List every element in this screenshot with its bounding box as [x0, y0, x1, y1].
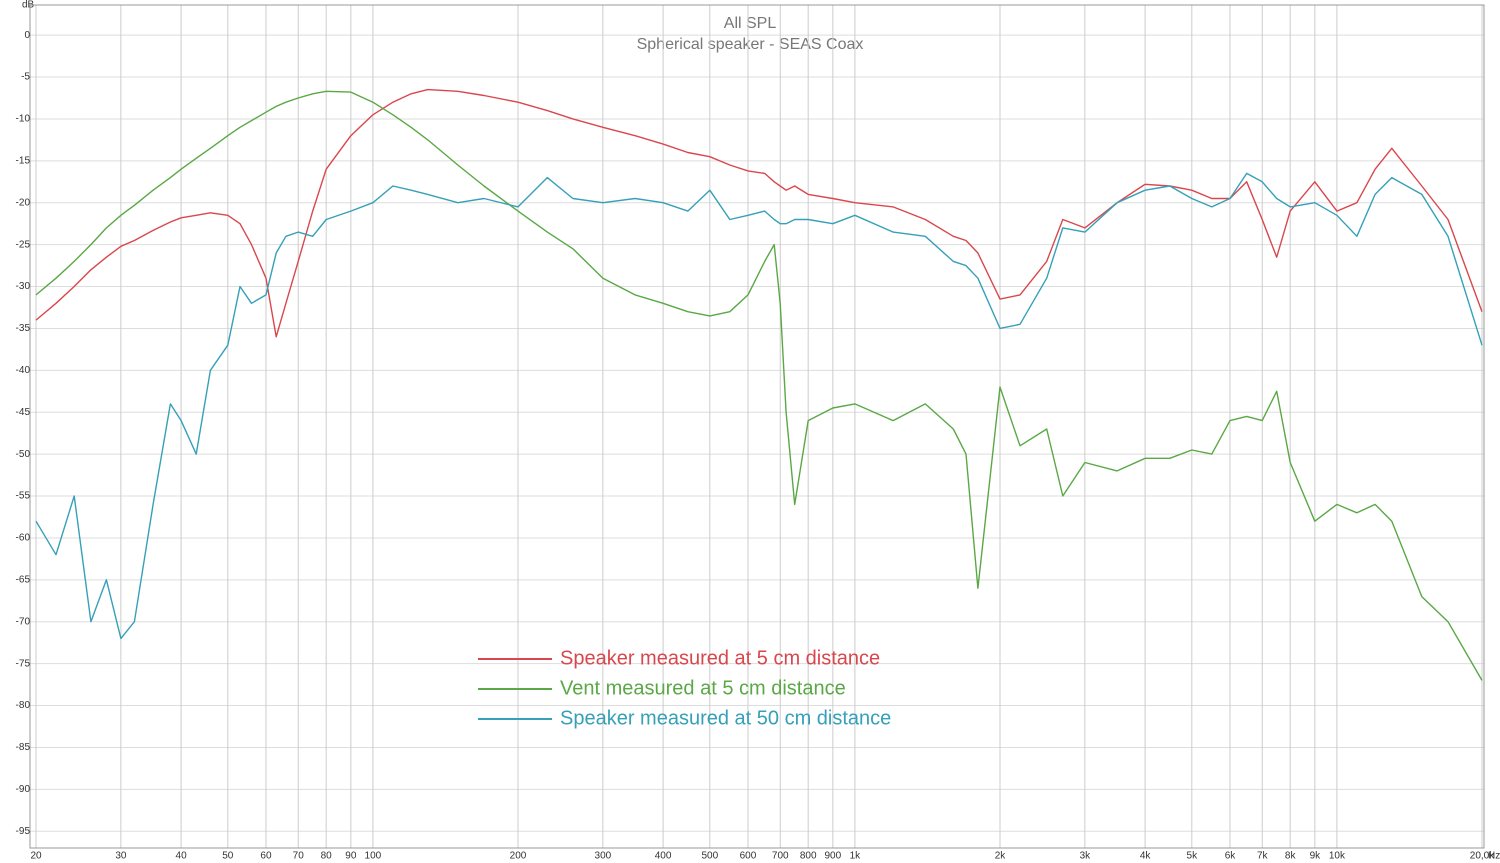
x-tick-label: 200	[510, 851, 527, 862]
y-tick-label: 0	[24, 30, 30, 41]
plot-frame	[29, 4, 1485, 849]
x-tick-label: 900	[825, 851, 842, 862]
series-line	[35, 172, 1483, 640]
x-tick-label: 5k	[1187, 851, 1199, 862]
x-tick-label: 60	[260, 851, 272, 862]
x-tick-label: 30	[115, 851, 127, 862]
series-line	[35, 88, 1483, 338]
x-tick-label: 70	[293, 851, 305, 862]
y-tick-label: -50	[16, 449, 31, 460]
y-tick-label: -25	[16, 239, 31, 250]
y-tick-label: -30	[16, 281, 31, 292]
legend-text: Speaker measured at 5 cm distance	[560, 647, 880, 669]
x-tick-label: 50	[222, 851, 234, 862]
series-line	[35, 90, 1483, 681]
x-tick-label: 400	[655, 851, 672, 862]
chart-title: All SPL	[724, 15, 777, 32]
x-tick-label: 10k	[1329, 851, 1346, 862]
x-tick-label: 700	[772, 851, 789, 862]
y-tick-label: -10	[16, 114, 31, 125]
x-axis-label: Hz	[1488, 851, 1500, 862]
y-tick-label: -95	[16, 826, 31, 837]
y-tick-label: -90	[16, 784, 31, 795]
y-tick-label: -80	[16, 700, 31, 711]
y-tick-label: -85	[16, 742, 31, 753]
y-tick-label: -15	[16, 155, 31, 166]
x-tick-label: 3k	[1080, 851, 1092, 862]
x-tick-label: 300	[595, 851, 612, 862]
y-tick-label: -40	[16, 365, 31, 376]
grid	[30, 5, 1484, 848]
y-tick-label: -20	[16, 197, 31, 208]
x-tick-label: 8k	[1285, 851, 1297, 862]
x-tick-label: 20,0k	[1470, 851, 1495, 862]
y-tick-label: -5	[21, 72, 30, 83]
y-tick-label: -70	[16, 616, 31, 627]
legend-text: Speaker measured at 50 cm distance	[560, 707, 891, 729]
y-tick-label: -35	[16, 323, 31, 334]
x-tick-label: 2k	[995, 851, 1007, 862]
x-tick-label: 800	[800, 851, 817, 862]
x-tick-label: 100	[365, 851, 382, 862]
x-tick-label: 500	[701, 851, 718, 862]
x-tick-label: 9k	[1310, 851, 1322, 862]
y-tick-label: -45	[16, 407, 31, 418]
x-tick-label: 1k	[850, 851, 862, 862]
y-tick-label: -65	[16, 574, 31, 585]
x-tick-label: 90	[345, 851, 357, 862]
chart-subtitle: Spherical speaker - SEAS Coax	[637, 36, 864, 53]
y-axis-label: dB	[22, 0, 35, 11]
y-tick-label: -55	[16, 491, 31, 502]
legend-text: Vent measured at 5 cm distance	[560, 677, 846, 699]
y-tick-label: -60	[16, 533, 31, 544]
x-tick-label: 6k	[1225, 851, 1237, 862]
x-tick-label: 4k	[1140, 851, 1152, 862]
x-tick-label: 80	[321, 851, 333, 862]
x-tick-label: 7k	[1257, 851, 1269, 862]
x-tick-label: 40	[176, 851, 188, 862]
x-tick-label: 20	[30, 851, 42, 862]
y-tick-label: -75	[16, 658, 31, 669]
x-tick-label: 600	[740, 851, 757, 862]
